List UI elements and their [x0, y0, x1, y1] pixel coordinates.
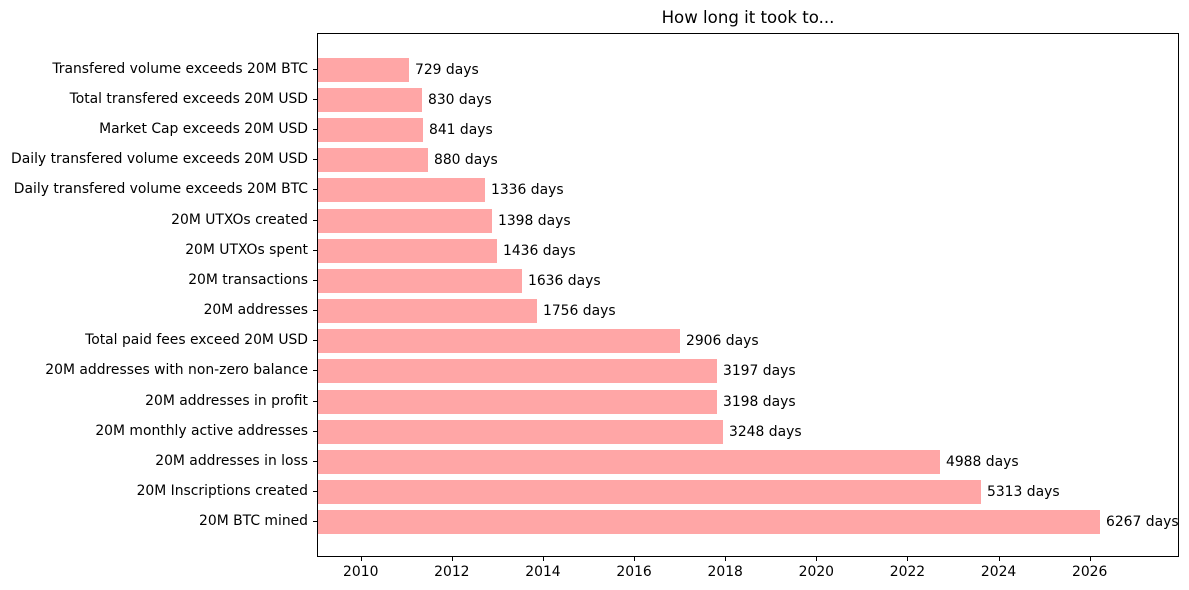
value-label: 5313 days [987, 483, 1060, 500]
y-tick-mark [313, 219, 317, 221]
category-label: 20M BTC mined [199, 513, 308, 530]
value-label: 3198 days [723, 393, 796, 410]
value-label: 3248 days [729, 423, 802, 440]
category-label: Daily transfered volume exceeds 20M BTC [13, 181, 308, 198]
value-label: 6267 days [1106, 514, 1179, 531]
y-tick-mark [313, 460, 317, 462]
bar [318, 449, 940, 474]
x-tick-mark [452, 557, 453, 561]
bar [318, 178, 485, 203]
bar [318, 359, 717, 384]
x-tick-label: 2020 [798, 564, 835, 580]
category-label: Transfered volume exceeds 20M BTC [52, 60, 308, 77]
category-label: 20M addresses in loss [155, 452, 308, 469]
x-tick-label: 2016 [616, 564, 652, 580]
x-tick-label: 2022 [889, 564, 926, 580]
category-label: Daily transfered volume exceeds 20M USD [11, 151, 308, 168]
x-tick-label: 2018 [707, 564, 743, 580]
x-tick-mark [634, 557, 635, 561]
category-label: Market Cap exceeds 20M USD [99, 121, 308, 138]
y-tick-mark [313, 249, 317, 251]
y-tick-mark [313, 430, 317, 432]
x-tick-mark [725, 557, 726, 561]
value-label: 1756 days [543, 303, 616, 320]
y-tick-mark [313, 490, 317, 492]
bar [318, 88, 422, 113]
category-label: 20M monthly active addresses [95, 422, 308, 439]
y-tick-mark [313, 68, 317, 70]
value-label: 1336 days [491, 182, 564, 199]
category-label: Total transfered exceeds 20M USD [69, 91, 308, 108]
y-tick-mark [313, 279, 317, 281]
category-label: 20M UTXOs spent [185, 241, 308, 258]
value-label: 729 days [415, 61, 479, 78]
x-tick-mark [907, 557, 908, 561]
value-label: 1636 days [528, 272, 601, 289]
x-tick-label: 2012 [434, 564, 470, 580]
x-tick-label: 2014 [525, 564, 561, 580]
plot-area: 729 days 830 days 841 days 880 days 1336 day… [317, 33, 1179, 557]
bar [318, 510, 1100, 535]
bar [318, 238, 497, 263]
value-label: 2906 days [686, 333, 759, 350]
bar [318, 57, 409, 82]
bar [318, 208, 492, 233]
bar [318, 419, 723, 444]
category-label: 20M transactions [188, 271, 308, 288]
y-tick-mark [313, 189, 317, 191]
y-tick-mark [313, 400, 317, 402]
category-label: 20M Inscriptions created [136, 482, 308, 499]
y-tick-mark [313, 310, 317, 312]
x-tick-label: 2026 [1072, 564, 1108, 580]
y-tick-mark [313, 99, 317, 101]
bar [318, 479, 981, 504]
x-tick-mark [1090, 557, 1091, 561]
category-label: 20M addresses in profit [145, 392, 308, 409]
bar [318, 118, 423, 143]
category-label: 20M addresses [203, 302, 308, 319]
bar [318, 299, 537, 324]
value-label: 1398 days [498, 212, 571, 229]
bar [318, 268, 522, 293]
y-tick-mark [313, 521, 317, 523]
value-label: 830 days [428, 92, 492, 109]
x-tick-mark [999, 557, 1000, 561]
category-label: 20M addresses with non-zero balance [45, 362, 308, 379]
y-tick-mark [313, 129, 317, 131]
category-label: 20M UTXOs created [171, 211, 308, 228]
value-label: 4988 days [946, 453, 1019, 470]
bar [318, 148, 428, 173]
chart-title: How long it took to... [661, 8, 835, 27]
value-label: 841 days [429, 122, 493, 139]
value-label: 1436 days [503, 242, 576, 259]
x-tick-mark [543, 557, 544, 561]
x-tick-label: 2010 [343, 564, 379, 580]
value-label: 3197 days [723, 363, 796, 380]
x-tick-label: 2024 [980, 564, 1017, 580]
value-label: 880 days [434, 152, 498, 169]
bar [318, 329, 680, 354]
x-tick-mark [816, 557, 817, 561]
y-tick-mark [313, 370, 317, 372]
bar [318, 389, 717, 414]
y-tick-mark [313, 340, 317, 342]
y-tick-mark [313, 159, 317, 161]
x-tick-mark [361, 557, 362, 561]
category-label: Total paid fees exceed 20M USD [85, 332, 308, 349]
